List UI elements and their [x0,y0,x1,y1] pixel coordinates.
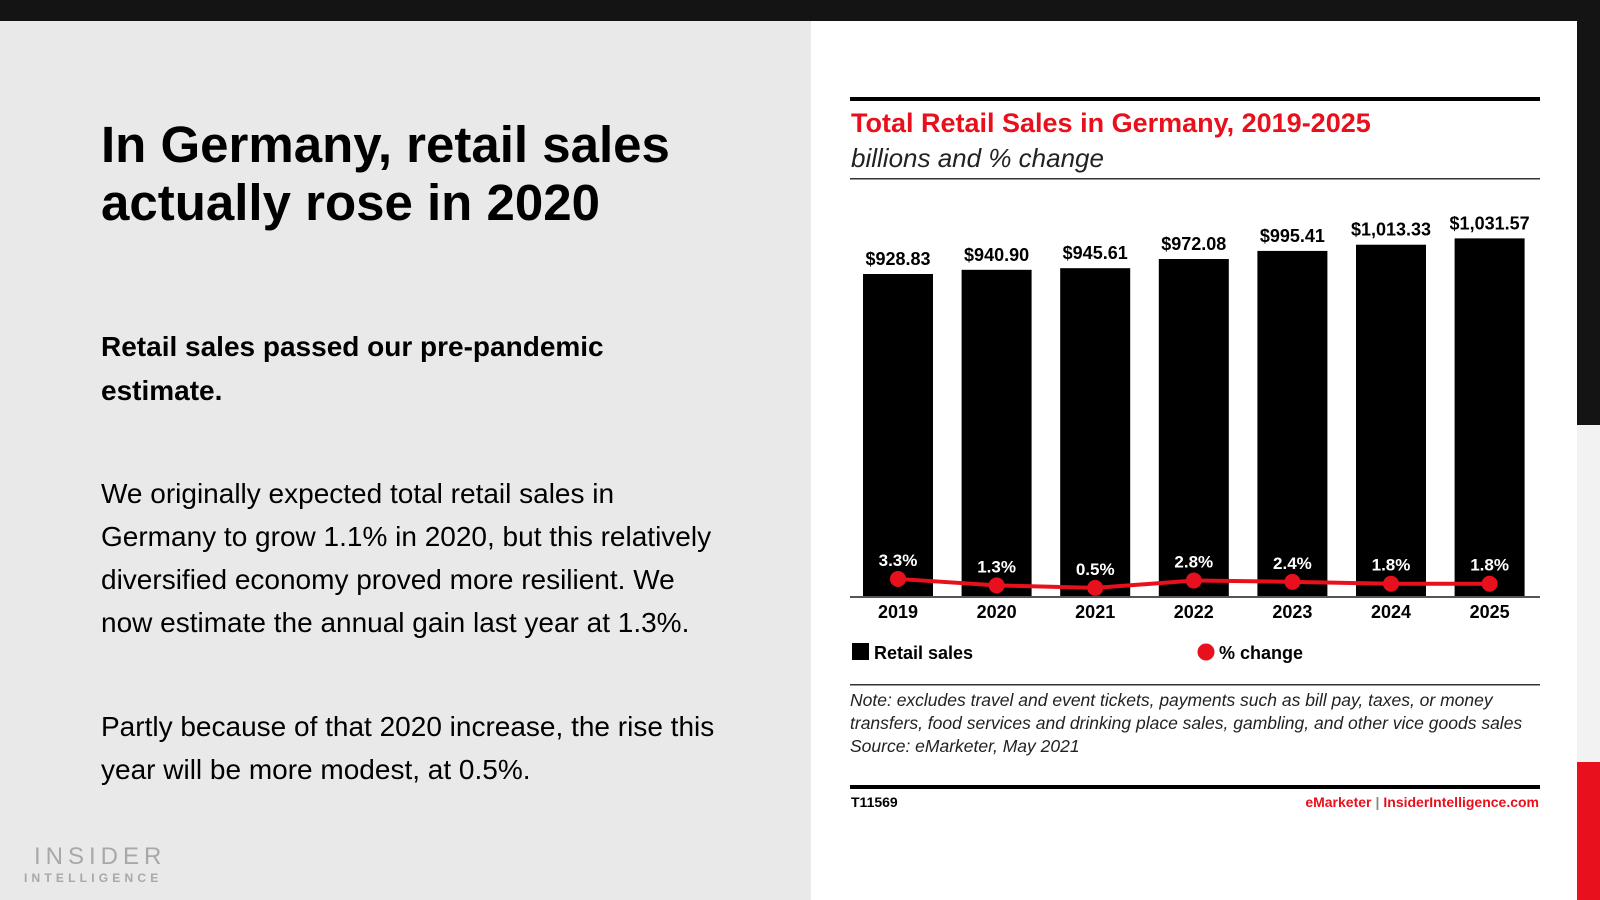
change-point-2024 [1383,575,1399,592]
change-label: 1.8% [1470,556,1509,575]
bar-2020 [961,269,1032,596]
chart-id: T11569 [851,794,898,810]
change-point-2022 [1185,572,1202,589]
legend-swatch-change [1197,643,1215,661]
legend-swatch-retail-sales [852,643,869,660]
change-label: 1.3% [977,557,1016,576]
x-axis [850,596,1540,598]
logo-line: INTELLIGENCE [24,871,163,885]
side-strip-accent [1577,762,1600,900]
bar-2025 [1454,238,1525,596]
headline: In Germany, retail sales actually rose i… [101,116,670,231]
divider [850,178,1540,180]
change-point-2019 [890,570,906,587]
footer-site[interactable]: InsiderIntelligence.com [1383,794,1539,810]
legend-label: % change [1219,643,1303,663]
bottom-rule [850,785,1540,789]
change-label: 1.8% [1372,556,1411,575]
chart-source: Source: eMarketer, May 2021 [850,736,1080,756]
insider-intelligence-logo: INSIDER INTELLIGENCE [24,843,166,885]
bar-value-label: $940.90 [964,245,1029,265]
x-tick-label: 2023 [1272,602,1312,622]
footer-separator: | [1375,794,1379,810]
bar-2021 [1060,268,1131,596]
change-label: 2.8% [1174,553,1213,572]
bar-value-label: $972.08 [1161,234,1226,254]
left-panel [0,21,811,900]
side-strip [1577,425,1600,762]
legend-label: Retail sales [874,643,973,663]
change-label: 0.5% [1076,560,1115,579]
x-tick-label: 2021 [1075,602,1115,622]
change-point-2020 [988,577,1005,594]
change-point-2021 [1087,579,1104,596]
change-label: 3.3% [879,551,918,570]
note-box: Note: excludes travel and event tickets,… [850,690,1523,756]
bar-value-label: $995.41 [1260,226,1325,246]
bar-value-label: $1,013.33 [1351,220,1431,240]
chart-subtitle: billions and % change [851,143,1104,173]
bar-2022 [1158,259,1229,596]
paragraph: Partly because of that 2020 increase, th… [101,711,715,785]
bar-2023 [1257,250,1328,597]
change-label: 2.4% [1273,554,1312,573]
bar-value-label: $1,031.57 [1450,213,1530,233]
subhead: Retail sales passed our pre-pandemic est… [101,331,604,406]
top-rule [850,97,1540,101]
bar-2019 [863,274,933,596]
x-tick-label: 2022 [1174,602,1214,622]
paragraph: We originally expected total retail sale… [101,478,712,638]
bar-value-label: $945.61 [1063,243,1128,263]
logo-line: INSIDER [34,843,167,870]
footer-credit: eMarketer | InsiderIntelligence.com [1305,794,1539,810]
change-point-2023 [1284,573,1301,590]
divider [850,684,1540,686]
change-point-2025 [1481,575,1498,592]
bar-2024 [1356,244,1426,596]
x-tick-label: 2025 [1470,602,1510,622]
x-tick-label: 2020 [977,602,1017,622]
x-tick-label: 2019 [878,602,918,622]
bar-value-label: $928.83 [865,249,930,269]
x-tick-label: 2024 [1371,602,1411,622]
chart-title: Total Retail Sales in Germany, 2019-2025 [851,108,1371,138]
chart-note: Note: excludes travel and event tickets,… [850,690,1523,733]
footer-brand: eMarketer [1305,794,1372,810]
